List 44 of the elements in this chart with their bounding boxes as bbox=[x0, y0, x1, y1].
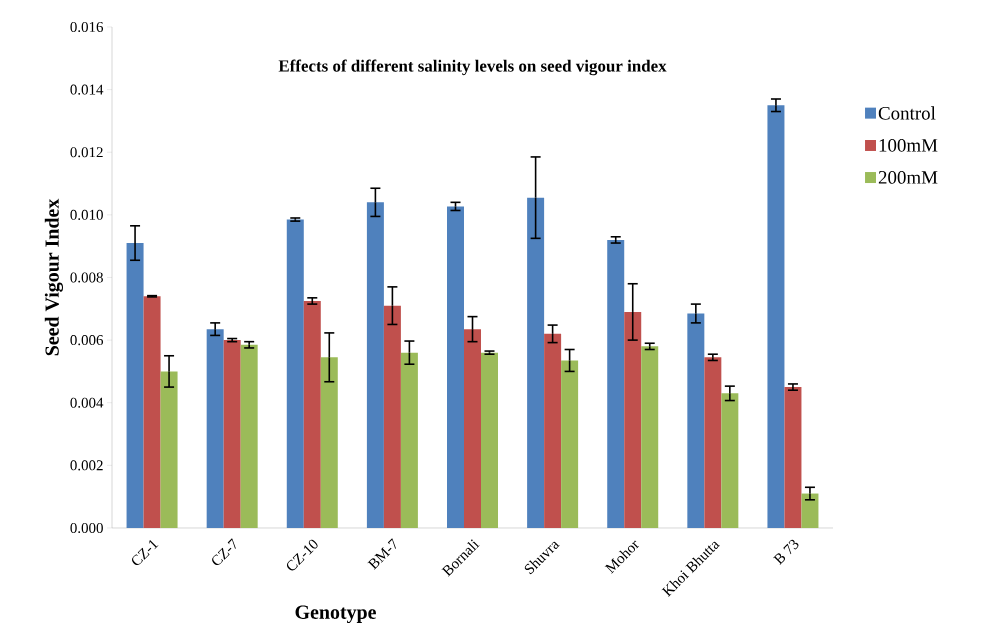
bar bbox=[223, 340, 241, 528]
bar bbox=[704, 357, 722, 528]
x-tick-label: CZ-1 bbox=[132, 540, 159, 566]
bar bbox=[366, 202, 384, 528]
bar bbox=[206, 329, 224, 528]
bar bbox=[160, 371, 178, 528]
legend-label: 200mM bbox=[878, 171, 938, 184]
y-tick-label: 0.002 bbox=[70, 460, 103, 471]
y-tick-label: 0.016 bbox=[70, 21, 104, 33]
bar bbox=[383, 305, 401, 528]
bar bbox=[447, 206, 465, 528]
y-axis-title: Seed Vigour Index bbox=[44, 198, 64, 356]
bar bbox=[400, 352, 418, 528]
legend-label: 100mM bbox=[879, 138, 938, 152]
bar bbox=[561, 360, 579, 528]
bar bbox=[784, 387, 802, 528]
bar bbox=[320, 357, 338, 528]
y-tick-label: 0.014 bbox=[70, 84, 104, 95]
y-tick-label: 0.012 bbox=[70, 147, 103, 158]
bar bbox=[527, 197, 545, 528]
bar bbox=[767, 105, 785, 528]
x-axis-title: Genotype bbox=[295, 605, 376, 623]
y-tick-label: 0.010 bbox=[70, 209, 103, 220]
bar bbox=[607, 239, 625, 528]
bar bbox=[641, 346, 659, 528]
bar bbox=[303, 300, 321, 528]
y-tick-label: 0.006 bbox=[70, 335, 104, 346]
y-tick-label: 0.008 bbox=[70, 272, 103, 283]
text: Effects of different salinity levels on seed vigour index bbox=[278, 59, 667, 76]
legend-label: Control bbox=[878, 106, 936, 120]
bar bbox=[481, 352, 499, 528]
y-tick-label: 0.004 bbox=[70, 397, 104, 408]
bar bbox=[240, 344, 258, 528]
bar bbox=[624, 311, 642, 528]
bar bbox=[687, 313, 705, 528]
bar bbox=[143, 296, 161, 528]
bar bbox=[464, 329, 482, 528]
bar bbox=[544, 333, 562, 528]
bar bbox=[126, 243, 144, 528]
y-tick-label: 0.000 bbox=[70, 522, 103, 534]
bar bbox=[286, 219, 304, 528]
bar bbox=[801, 493, 819, 528]
x-tick-label: B 73 bbox=[773, 539, 799, 565]
bar bbox=[721, 393, 739, 528]
